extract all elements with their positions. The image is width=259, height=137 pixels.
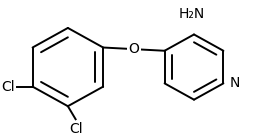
Text: O: O	[128, 42, 139, 56]
Text: H₂N: H₂N	[179, 7, 205, 21]
Text: N: N	[229, 76, 240, 90]
Text: Cl: Cl	[2, 80, 15, 94]
Text: Cl: Cl	[69, 122, 82, 136]
